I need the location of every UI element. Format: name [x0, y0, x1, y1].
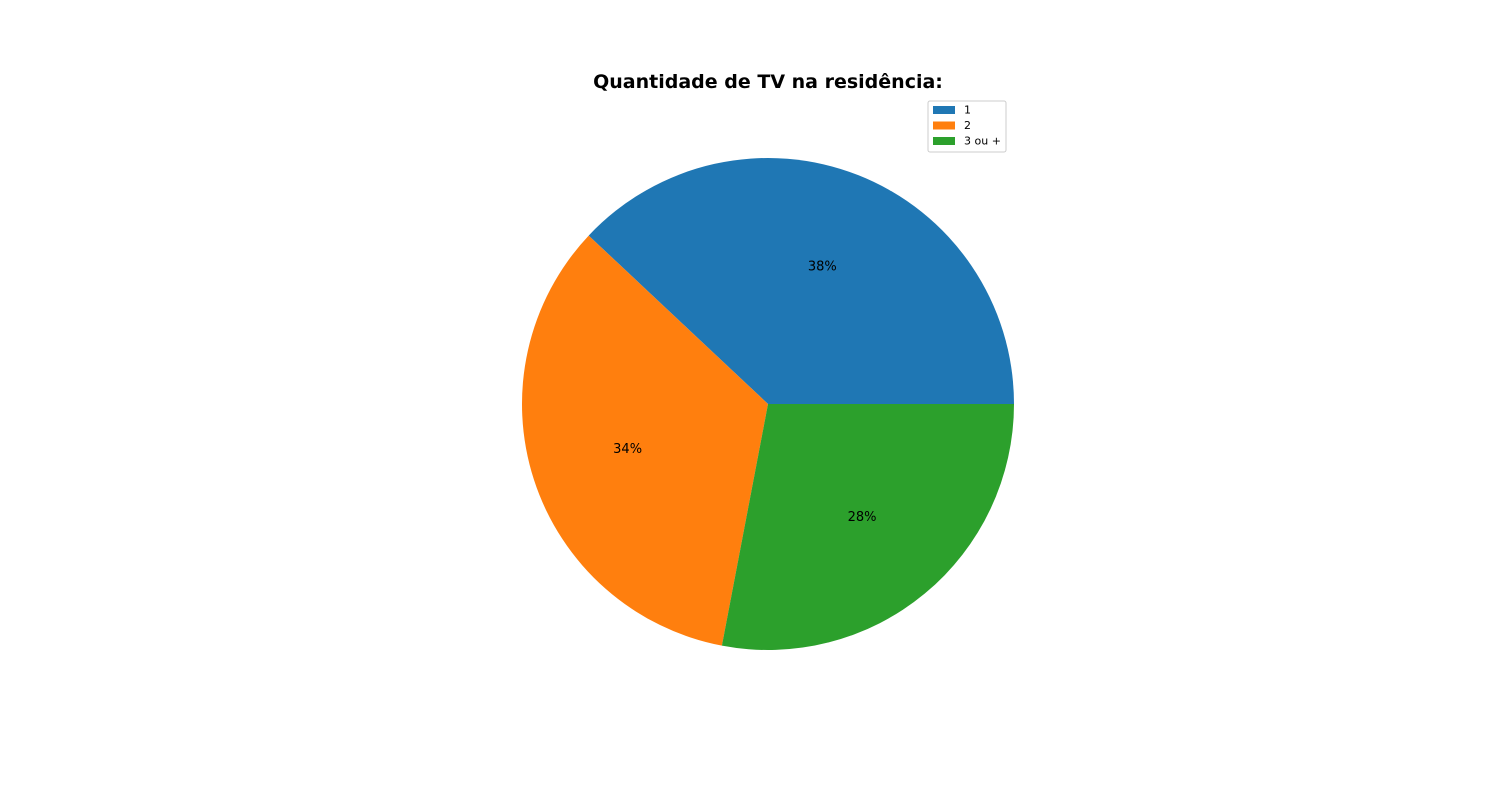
pie-slice-value-label: 34% — [613, 442, 642, 457]
pie-slice-labels: 38% 34% 28% — [613, 259, 876, 525]
legend-label: 2 — [964, 119, 971, 132]
legend-entries: 1 2 3 ou + — [933, 104, 1001, 148]
legend-label: 3 ou + — [964, 135, 1001, 148]
pie-slice-value-label: 38% — [808, 259, 837, 274]
legend-swatch — [933, 121, 955, 130]
pie-slices — [522, 158, 1014, 650]
pie-slice-2 — [522, 235, 768, 646]
pie-slice-1 — [588, 158, 1014, 404]
legend-swatch — [933, 137, 955, 145]
legend-swatch — [933, 106, 955, 114]
legend-label: 1 — [964, 104, 971, 117]
chart-title: Quantidade de TV na residência: — [593, 71, 943, 93]
pie-slice-3-ou — [721, 404, 1014, 650]
legend: 1 2 3 ou + — [927, 100, 1007, 153]
pie-slice-value-label: 28% — [848, 510, 877, 525]
